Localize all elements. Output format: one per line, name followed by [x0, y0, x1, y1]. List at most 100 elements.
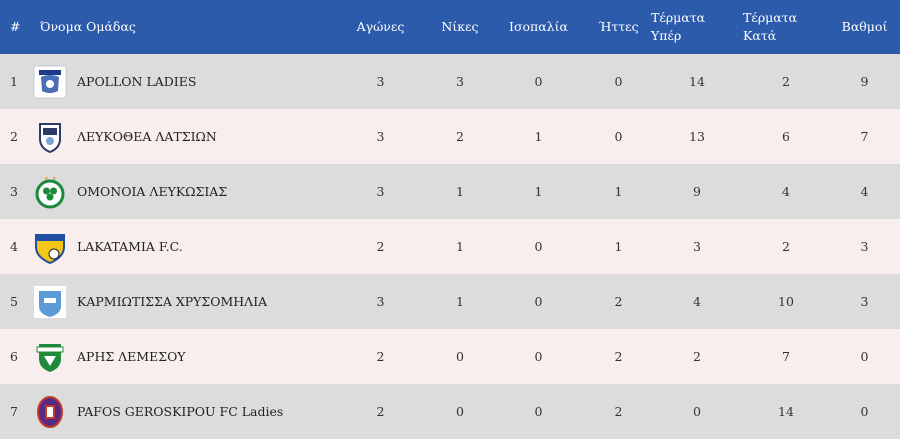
losses-cell: 2 — [614, 294, 623, 309]
rank-cell: 2 — [10, 129, 18, 144]
losses-cell: 1 — [614, 184, 623, 199]
goals-for-cell: 0 — [693, 404, 701, 419]
wins-cell: 1 — [456, 294, 464, 309]
goals-for-cell: 3 — [693, 239, 701, 254]
wins-cell: 0 — [456, 404, 464, 419]
header-rank[interactable]: # — [10, 19, 21, 34]
table-row: 7 PAFOS GEROSKIPOU FC Ladies 2 0 0 2 0 1… — [0, 384, 900, 439]
points-cell: 9 — [860, 74, 869, 89]
goals-against-cell: 14 — [778, 404, 794, 419]
draws-cell: 0 — [534, 349, 543, 364]
draws-cell: 0 — [534, 239, 543, 254]
header-row: # Όνομα Ομάδας Αγώνες Νίκες Ισοπαλία Ήττ… — [0, 0, 900, 54]
header-team-name[interactable]: Όνομα Ομάδας — [40, 19, 136, 34]
rank-cell: 5 — [10, 294, 18, 309]
team-name[interactable]: LAKATAMIA F.C. — [77, 239, 183, 254]
table-row: 2 ΛΕΥΚΟΘΕΑ ΛΑΤΣΙΩΝ 3 2 1 0 13 6 7 — [0, 109, 900, 164]
team-cell: PAFOS GEROSKIPOU FC Ladies — [32, 384, 332, 439]
goals-against-cell: 10 — [778, 294, 794, 309]
header-goals-for-line1: Τέρματα — [651, 10, 706, 25]
rank-cell: 6 — [10, 349, 18, 364]
team-name[interactable]: ΛΕΥΚΟΘΕΑ ΛΑΤΣΙΩΝ — [77, 129, 217, 144]
draws-cell: 1 — [534, 184, 543, 199]
rank-cell: 4 — [10, 239, 18, 254]
played-cell: 3 — [376, 74, 385, 89]
goals-for-cell: 9 — [693, 184, 701, 199]
played-cell: 3 — [376, 184, 385, 199]
points-cell: 3 — [860, 239, 869, 254]
table-row: 4 LAKATAMIA F.C. 2 1 0 1 3 2 3 — [0, 219, 900, 274]
draws-cell: 0 — [534, 74, 543, 89]
team-cell: APOLLON LADIES — [32, 54, 332, 109]
header-goals-against[interactable]: Τέρματα Κατά — [743, 0, 829, 54]
goals-for-cell: 4 — [693, 294, 701, 309]
aris-limassol-crest-icon[interactable] — [32, 339, 68, 375]
losses-cell: 2 — [614, 349, 623, 364]
svg-text:★: ★ — [44, 176, 49, 182]
wins-cell: 1 — [456, 239, 464, 254]
rank-cell: 3 — [10, 184, 18, 199]
team-cell: ★ ★ ΟΜΟΝΟΙΑ ΛΕΥΚΩΣΙΑΣ — [32, 164, 332, 219]
team-cell: ΑΡΗΣ ΛΕΜΕΣΟΥ — [32, 329, 332, 384]
header-goals-for-line2: Υπέρ — [651, 28, 682, 43]
goals-for-cell: 13 — [689, 129, 705, 144]
losses-cell: 0 — [614, 129, 623, 144]
played-cell: 3 — [376, 129, 385, 144]
played-cell: 2 — [376, 349, 385, 364]
goals-against-cell: 4 — [782, 184, 790, 199]
karmiotissa-crest-icon[interactable] — [32, 284, 68, 320]
points-cell: 3 — [860, 294, 869, 309]
team-cell: ΚΑΡΜΙΩΤΙΣΣΑ ΧΡΥΣΟΜΗΛΙΑ — [32, 274, 332, 329]
header-goals-for[interactable]: Τέρματα Υπέρ — [651, 0, 743, 54]
svg-text:★: ★ — [52, 176, 57, 182]
table-row: 3 ★ ★ ΟΜΟΝΟΙΑ ΛΕΥΚΩΣΙΑΣ 3 1 1 1 9 4 4 — [0, 164, 900, 219]
goals-against-cell: 7 — [782, 349, 790, 364]
table-row: 5 ΚΑΡΜΙΩΤΙΣΣΑ ΧΡΥΣΟΜΗΛΙΑ 3 1 0 2 4 10 3 — [0, 274, 900, 329]
team-name[interactable]: PAFOS GEROSKIPOU FC Ladies — [77, 404, 284, 419]
omonoia-clover-crest-icon[interactable]: ★ ★ — [32, 174, 68, 210]
losses-cell: 1 — [614, 239, 623, 254]
played-cell: 3 — [376, 294, 385, 309]
goals-against-cell: 6 — [782, 129, 790, 144]
wins-cell: 0 — [456, 349, 464, 364]
goals-for-cell: 14 — [689, 74, 705, 89]
points-cell: 7 — [860, 129, 869, 144]
points-cell: 4 — [860, 184, 869, 199]
played-cell: 2 — [376, 404, 385, 419]
header-draws[interactable]: Ισοπαλία — [509, 19, 568, 34]
table-row: 1 APOLLON LADIES 3 3 0 0 14 2 9 — [0, 54, 900, 109]
header-losses[interactable]: Ήττες — [598, 19, 639, 34]
draws-cell: 1 — [534, 129, 543, 144]
draws-cell: 0 — [534, 294, 543, 309]
lakatamia-shield-crest-icon[interactable] — [32, 229, 68, 265]
header-points[interactable]: Βαθμοί — [841, 19, 888, 34]
apollon-ladies-crest-icon[interactable] — [32, 64, 68, 100]
played-cell: 2 — [376, 239, 385, 254]
draws-cell: 0 — [534, 404, 543, 419]
header-goals-against-line1: Τέρματα — [743, 10, 798, 25]
rank-cell: 1 — [10, 74, 18, 89]
header-wins[interactable]: Νίκες — [441, 19, 479, 34]
goals-against-cell: 2 — [782, 239, 790, 254]
team-cell: ΛΕΥΚΟΘΕΑ ΛΑΤΣΙΩΝ — [32, 109, 332, 164]
header-goals-against-line2: Κατά — [743, 28, 777, 43]
team-name[interactable]: ΚΑΡΜΙΩΤΙΣΣΑ ΧΡΥΣΟΜΗΛΙΑ — [77, 294, 268, 309]
losses-cell: 2 — [614, 404, 623, 419]
wins-cell: 2 — [456, 129, 464, 144]
losses-cell: 0 — [614, 74, 623, 89]
points-cell: 0 — [860, 349, 869, 364]
team-cell: LAKATAMIA F.C. — [32, 219, 332, 274]
team-name[interactable]: ΟΜΟΝΟΙΑ ΛΕΥΚΩΣΙΑΣ — [77, 184, 228, 199]
team-name[interactable]: ΑΡΗΣ ΛΕΜΕΣΟΥ — [77, 349, 186, 364]
wins-cell: 1 — [456, 184, 464, 199]
team-name[interactable]: APOLLON LADIES — [77, 74, 197, 89]
lefkothea-latsion-crest-icon[interactable] — [32, 119, 68, 155]
rank-cell: 7 — [10, 404, 18, 419]
goals-against-cell: 2 — [782, 74, 790, 89]
header-played[interactable]: Αγώνες — [356, 19, 405, 34]
pafos-geroskipou-crest-icon[interactable] — [32, 394, 68, 430]
table-row: 6 ΑΡΗΣ ΛΕΜΕΣΟΥ 2 0 0 2 2 7 0 — [0, 329, 900, 384]
wins-cell: 3 — [456, 74, 464, 89]
points-cell: 0 — [860, 404, 869, 419]
